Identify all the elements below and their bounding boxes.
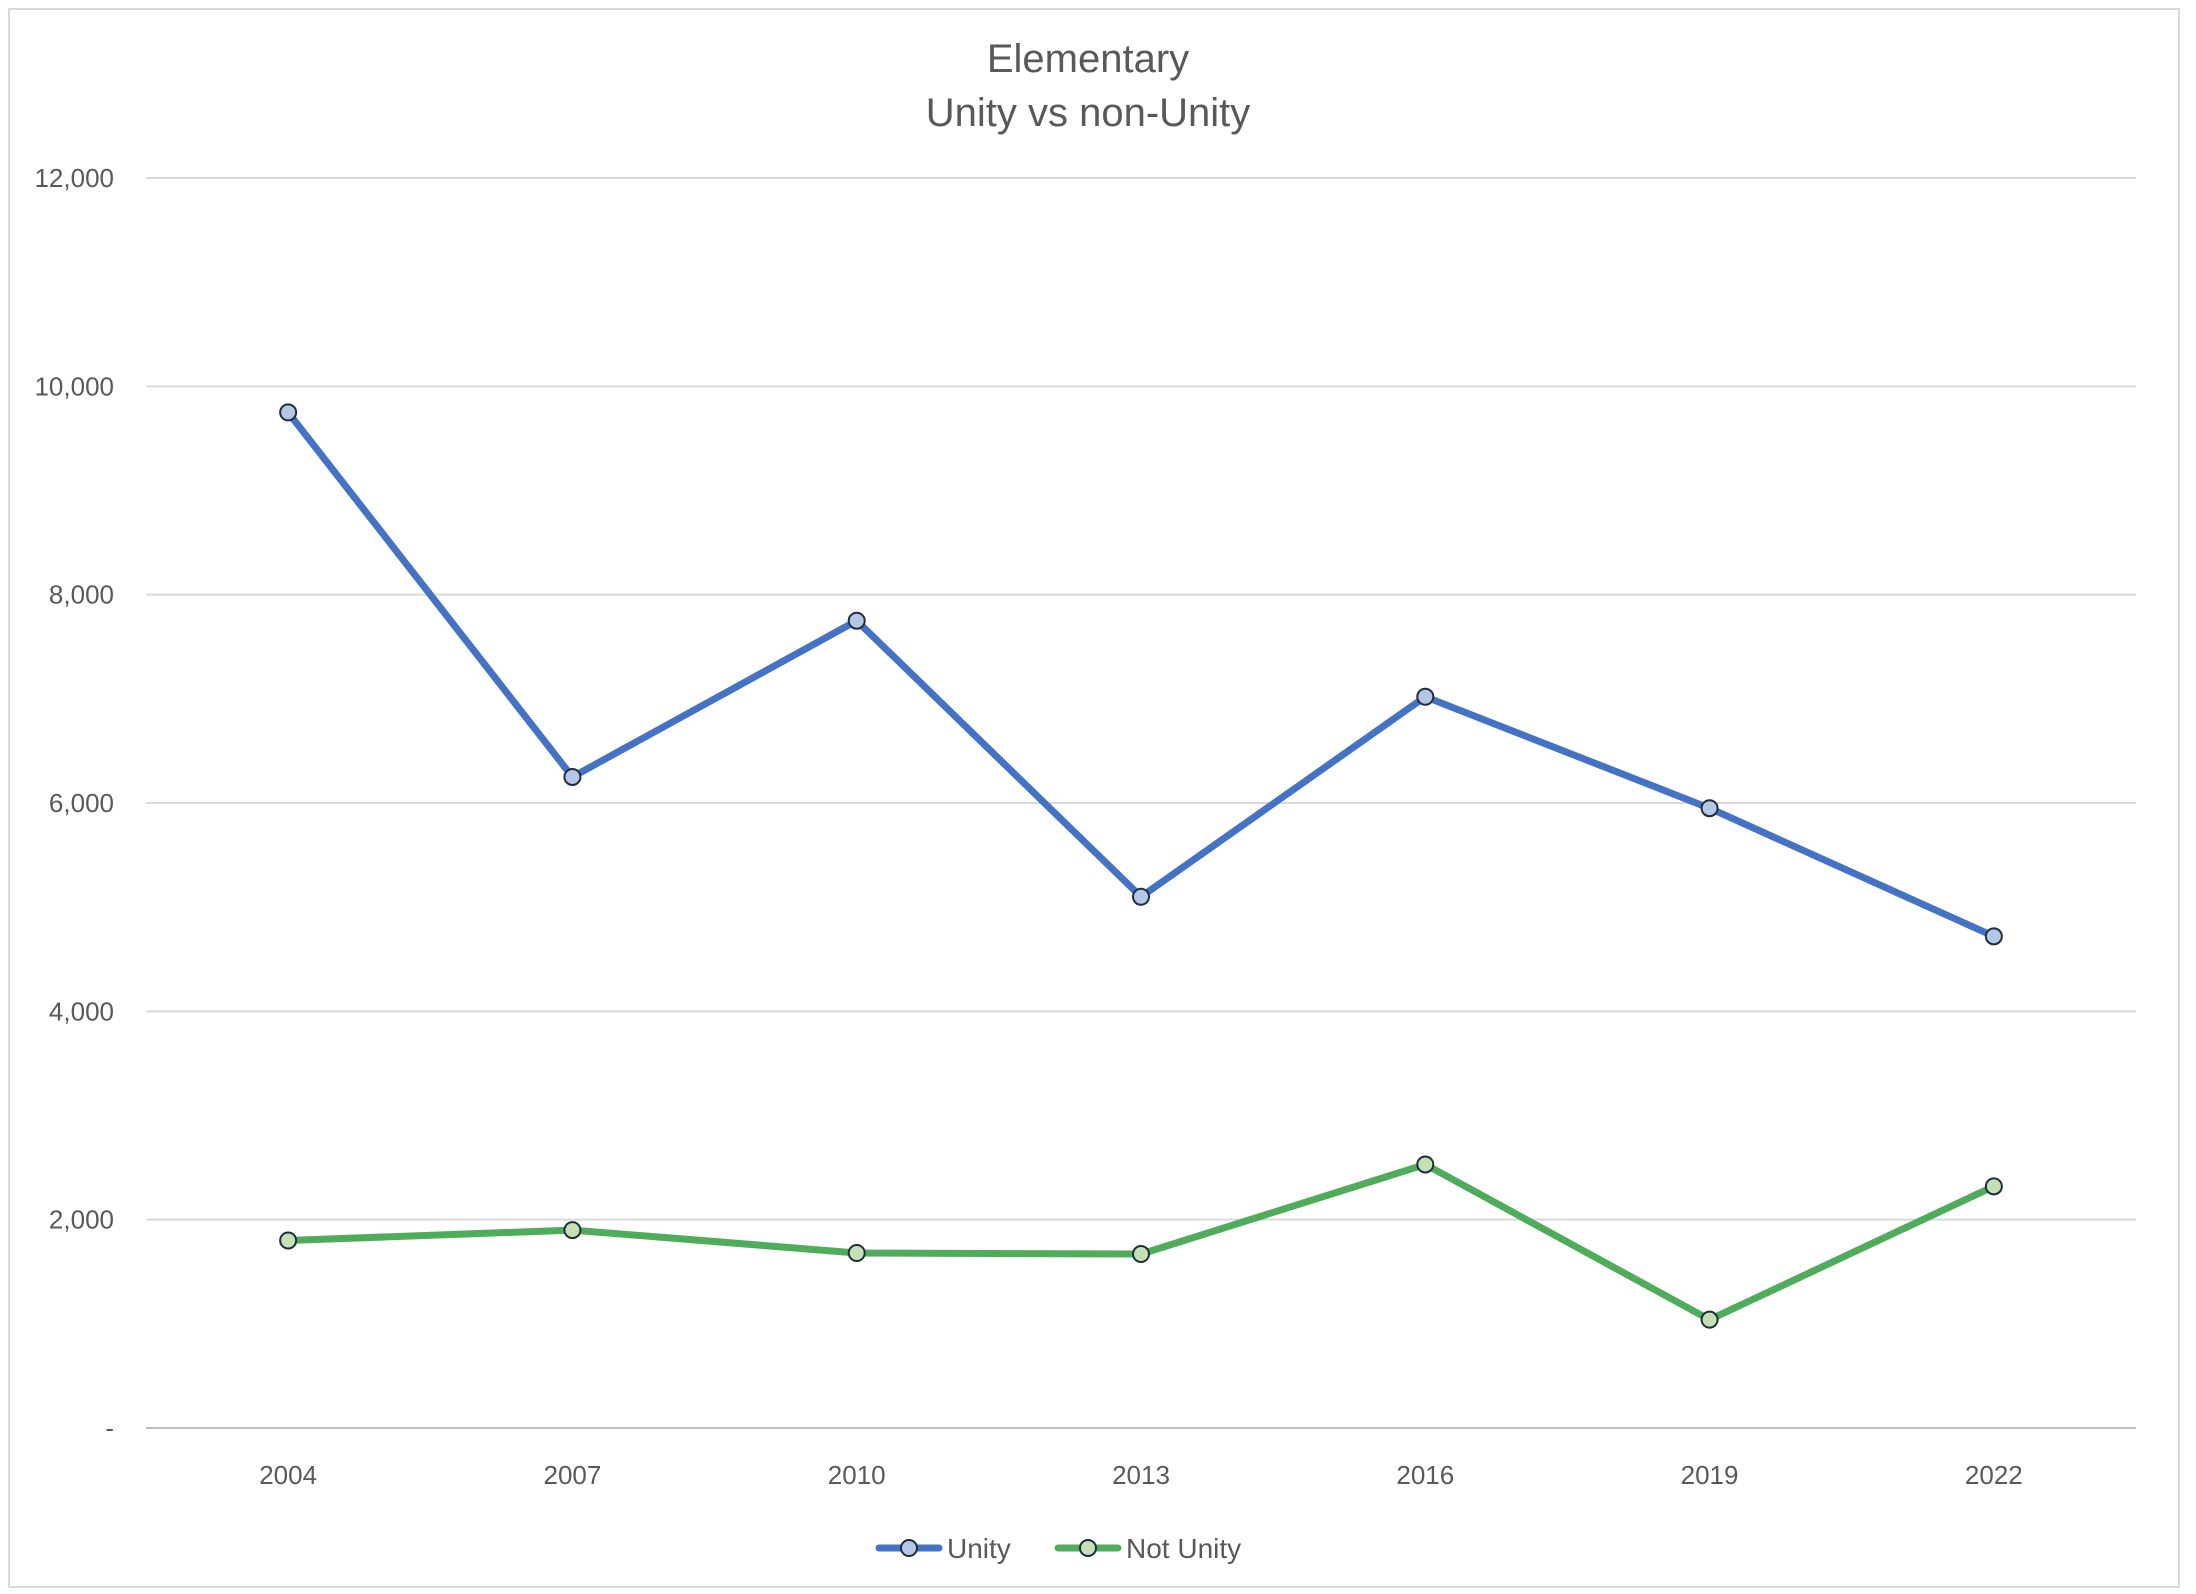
y-tick-label: 4,000 <box>49 996 114 1026</box>
data-point <box>1700 1310 1719 1329</box>
data-point <box>1984 927 2003 946</box>
data-point <box>279 403 298 422</box>
y-tick-label: 12,000 <box>34 163 114 193</box>
legend-label: Not Unity <box>1126 1533 1241 1564</box>
x-tick-label: 2022 <box>1965 1460 2023 1490</box>
y-tick-label: 6,000 <box>49 788 114 818</box>
series-line <box>284 1160 1998 1324</box>
x-tick-label: 2004 <box>259 1460 317 1490</box>
x-tick-label: 2013 <box>1112 1460 1170 1490</box>
data-point <box>563 767 582 786</box>
legend-marker-swatch <box>900 1539 918 1557</box>
x-tick-label: 2010 <box>828 1460 886 1490</box>
data-point <box>1416 687 1435 706</box>
series-lines <box>279 403 2003 1329</box>
chart-title: Elementary <box>987 37 1189 81</box>
series-1 <box>279 403 2003 946</box>
y-tick-label: 8,000 <box>49 580 114 610</box>
legend-label: Unity <box>947 1533 1011 1564</box>
gridlines <box>146 177 2136 1429</box>
series-line <box>284 408 1998 940</box>
legend-marker-swatch <box>1079 1539 1097 1557</box>
legend-entry: Not Unity <box>1054 1533 1241 1564</box>
data-point <box>563 1221 582 1240</box>
data-point <box>279 1231 298 1250</box>
data-point <box>847 1244 866 1262</box>
data-point <box>1416 1155 1435 1174</box>
x-tick-label: 2019 <box>1681 1460 1739 1490</box>
line-chart: Elementary Unity vs non-Unity - 2,000 4,00… <box>34 37 2136 1564</box>
x-tick-label: 2016 <box>1396 1460 1454 1490</box>
series-2 <box>279 1155 2003 1329</box>
data-point <box>1984 1177 2003 1196</box>
data-point <box>1700 799 1719 818</box>
x-axis-ticks: 2004 2007 2010 2013 2016 2019 2022 <box>259 1460 2023 1490</box>
x-tick-label: 2007 <box>544 1460 602 1490</box>
y-axis-ticks: - 2,000 4,000 6,000 8,000 10,000 12,000 <box>34 163 114 1443</box>
y-tick-label: - <box>105 1413 114 1443</box>
data-point <box>1132 887 1150 906</box>
chart-subtitle: Unity vs non-Unity <box>926 91 1251 135</box>
y-tick-label: 2,000 <box>49 1205 114 1235</box>
chart-frame: Elementary Unity vs non-Unity - 2,000 4,00… <box>8 8 2180 1588</box>
legend-entry: Unity <box>875 1533 1011 1564</box>
legend: Unity Not Unity <box>875 1533 1241 1564</box>
data-point <box>1132 1245 1150 1264</box>
y-tick-label: 10,000 <box>34 371 114 401</box>
data-point <box>847 611 866 630</box>
